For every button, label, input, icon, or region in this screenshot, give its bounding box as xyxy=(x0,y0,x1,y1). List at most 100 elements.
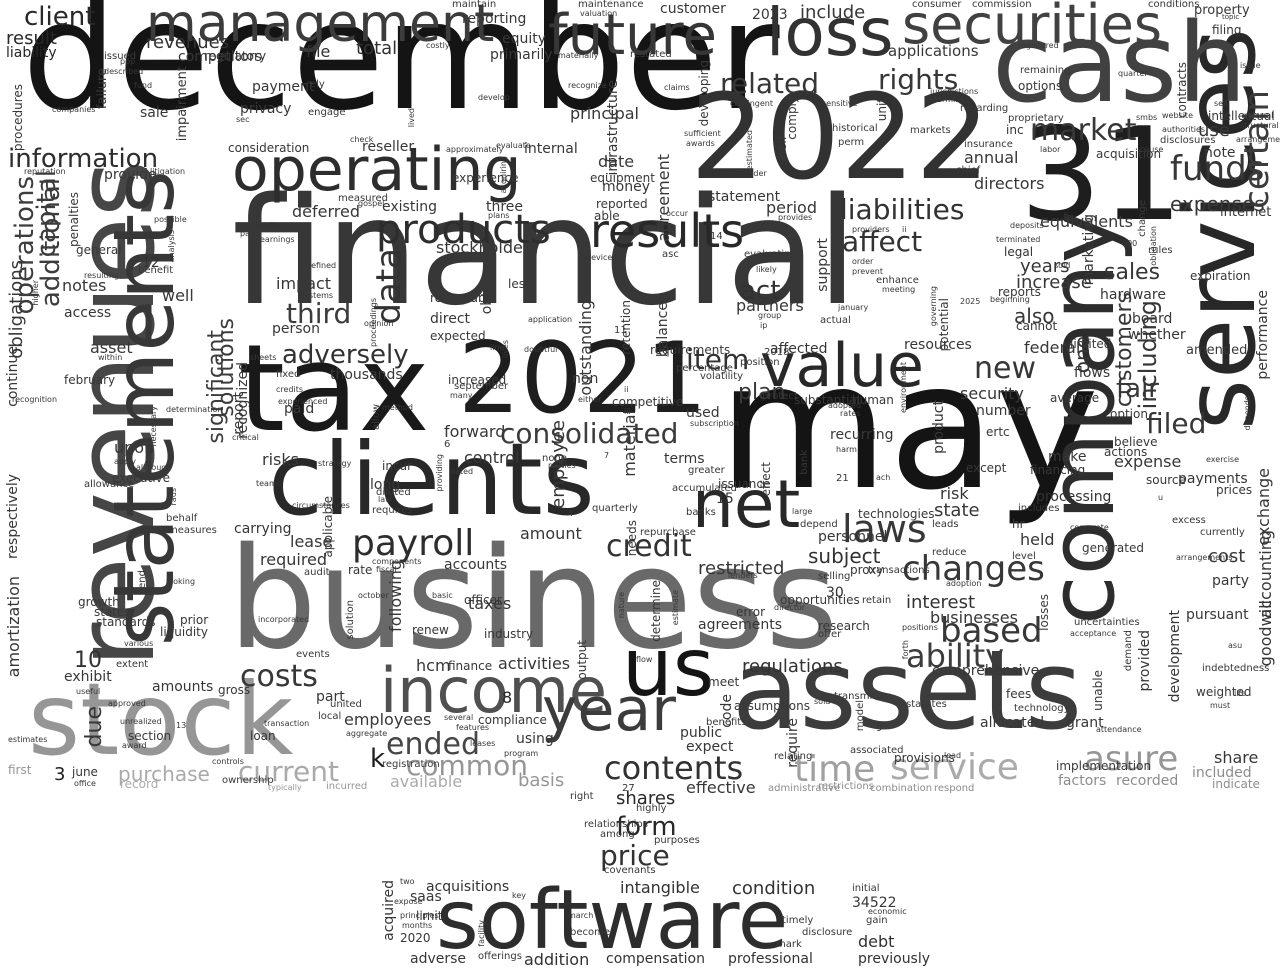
cloud-word: performance xyxy=(1255,290,1271,380)
cloud-word: method xyxy=(382,403,413,412)
cloud-word: also xyxy=(1014,304,1055,328)
cloud-word: hcm xyxy=(416,656,451,675)
cloud-word: loan xyxy=(250,729,276,743)
cloud-word: asc xyxy=(662,249,679,260)
cloud-word: typically xyxy=(268,783,302,792)
cloud-word: required xyxy=(260,550,328,569)
cloud-word: development xyxy=(1167,610,1183,703)
cloud-word: regarding xyxy=(960,103,1009,114)
cloud-word: attendance xyxy=(1096,725,1142,734)
cloud-word: offer xyxy=(818,629,842,640)
cloud-word: markets xyxy=(910,125,951,136)
cloud-word: money xyxy=(602,179,650,195)
cloud-word: gain xyxy=(866,915,888,926)
cloud-word: approximately xyxy=(446,145,504,154)
cloud-word: agreement xyxy=(654,154,673,242)
cloud-word: federal xyxy=(1024,338,1081,357)
cloud-word: useful xyxy=(76,687,101,696)
cloud-word: local xyxy=(318,711,342,722)
cloud-word: laws xyxy=(842,507,927,551)
cloud-word: using xyxy=(516,731,554,747)
cloud-word: rely xyxy=(306,79,325,90)
cloud-word: acquisitions xyxy=(426,879,510,895)
cloud-word: pay xyxy=(240,229,255,238)
cloud-word: debt xyxy=(858,932,895,951)
cloud-word: acceptance xyxy=(1070,629,1117,638)
cloud-word: change xyxy=(1137,200,1148,237)
cloud-word: subject xyxy=(808,544,881,568)
cloud-word: option xyxy=(1110,407,1148,421)
cloud-word: reputation xyxy=(24,167,66,176)
cloud-word: terminated xyxy=(996,235,1041,244)
cloud-word: 000 xyxy=(1122,239,1138,248)
cloud-word: recognize xyxy=(568,81,607,90)
cloud-word: issued xyxy=(104,51,137,62)
cloud-word: arrangement xyxy=(1236,135,1280,144)
cloud-word: tax xyxy=(238,320,430,459)
cloud-word: 7 xyxy=(604,451,610,460)
cloud-word: hr xyxy=(1012,517,1025,531)
cloud-word: protect xyxy=(762,391,798,402)
cloud-word: executive xyxy=(112,471,171,485)
cloud-word: filed xyxy=(1146,407,1207,440)
cloud-word: economic xyxy=(868,907,907,916)
cloud-word: recorded xyxy=(1116,773,1179,789)
cloud-word: facility xyxy=(477,920,486,947)
cloud-word: stockholders xyxy=(436,238,538,257)
cloud-word: issuance xyxy=(718,477,771,491)
cloud-word: shelf xyxy=(775,136,789,165)
cloud-word: compensation xyxy=(606,951,705,967)
cloud-word: requirements xyxy=(650,343,731,357)
cloud-word: repurchase xyxy=(640,527,696,538)
cloud-word: plans xyxy=(488,211,510,220)
cloud-word: future xyxy=(548,3,717,68)
cloud-word: within xyxy=(98,353,123,362)
cloud-word: assumptions xyxy=(734,699,811,713)
cloud-word: amount xyxy=(520,524,582,543)
cloud-word: flow xyxy=(636,655,653,664)
cloud-word: share xyxy=(1214,748,1259,767)
cloud-word: competitive xyxy=(612,395,684,409)
cloud-word: adverse xyxy=(410,951,467,967)
cloud-word: lives xyxy=(501,340,510,359)
cloud-word: cause xyxy=(1140,145,1164,154)
cloud-word: rules xyxy=(1148,245,1173,256)
cloud-word: line xyxy=(490,343,505,352)
cloud-word: affected xyxy=(770,341,828,357)
cloud-word: aggregate xyxy=(346,729,388,738)
cloud-word: regulatory xyxy=(204,49,267,63)
cloud-word: office xyxy=(74,779,96,788)
cloud-word: 3 xyxy=(54,764,66,785)
cloud-word: iii xyxy=(624,407,631,416)
cloud-word: award xyxy=(122,741,147,750)
cloud-word: rates xyxy=(840,409,861,418)
cloud-word: loss xyxy=(766,0,894,71)
cloud-word: possible xyxy=(154,215,187,224)
cloud-word: processing xyxy=(1036,489,1112,505)
cloud-word: asset xyxy=(90,338,133,357)
cloud-word: affect xyxy=(842,225,923,258)
cloud-word: unable xyxy=(1091,670,1105,711)
cloud-word: trading xyxy=(256,221,285,230)
cloud-word: market xyxy=(1030,113,1137,148)
cloud-word: price xyxy=(600,839,670,872)
cloud-word: date xyxy=(598,152,635,171)
cloud-word: exercise xyxy=(1206,455,1240,464)
cloud-word: consolidated xyxy=(500,417,679,450)
cloud-word: benefit xyxy=(138,265,174,276)
cloud-word: forth xyxy=(901,640,910,660)
cloud-word: indebtedness xyxy=(1202,663,1270,674)
cloud-word: reduce xyxy=(932,547,967,558)
cloud-word: consideration xyxy=(228,141,310,155)
cloud-word: level xyxy=(1012,551,1036,562)
cloud-word: comprehensive xyxy=(932,663,1040,679)
cloud-word: year xyxy=(542,675,676,745)
cloud-word: legal xyxy=(1004,245,1034,259)
cloud-word: lenders xyxy=(728,571,758,580)
cloud-word: hardware xyxy=(1100,287,1166,303)
cloud-word: highly xyxy=(636,803,667,814)
cloud-word: structural xyxy=(1240,121,1279,130)
cloud-word: december xyxy=(22,0,780,144)
cloud-word: three xyxy=(486,199,524,215)
cloud-word: source xyxy=(1146,473,1186,487)
